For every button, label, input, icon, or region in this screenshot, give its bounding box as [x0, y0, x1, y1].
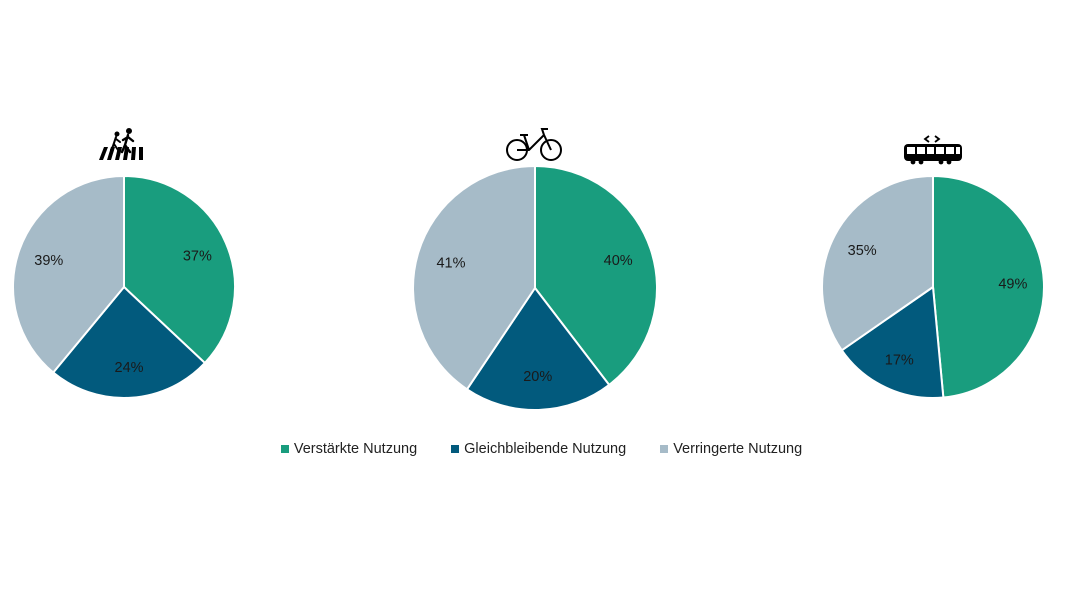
pie-1-label-verringerte: 39%: [34, 253, 63, 269]
legend-swatch-verstaerkte: [280, 445, 289, 453]
pie-3-label-verringerte: 35%: [848, 243, 877, 259]
pie-1-slice-gleichbleibende: [51, 285, 207, 399]
legend-item-verstaerkte-nutzung: Verstärkte Nutzung: [280, 441, 418, 457]
pie-2-slice-gleichbleibende: [465, 286, 611, 411]
pie-1-label-verstaerkte: 37%: [183, 248, 212, 264]
pie-2-slice-verstaerkte: [534, 164, 658, 387]
bicycle-icon: [506, 128, 562, 161]
pie-1-slice-verringerte: [12, 174, 125, 374]
pie-3-slice-verstaerkte: [932, 174, 1045, 399]
pie-3-slice-gleichbleibende: [840, 285, 945, 399]
pie-1-slice-verstaerkte: [123, 174, 236, 365]
legend-label-verstaerkte: Verstärkte Nutzung: [293, 441, 418, 457]
pie-chart-1: 37% 24% 39%: [12, 174, 236, 399]
pedestrian-crossing-icon: [99, 128, 143, 160]
pie-3-label-verstaerkte: 49%: [998, 276, 1027, 292]
tram-icon: [904, 135, 962, 165]
legend-label-gleichbleibende: Gleichbleibende Nutzung: [464, 441, 627, 457]
pie-1-label-gleichbleibende: 24%: [115, 360, 144, 376]
pie-chart-2: 40% 20% 41%: [412, 164, 658, 411]
legend-swatch-verringerte: [660, 445, 669, 453]
pie-3-slice-verringerte: [821, 174, 934, 352]
pie-2-label-gleichbleibende: 20%: [523, 369, 552, 385]
pie-chart-3: 49% 17% 35%: [821, 174, 1045, 399]
pie-2-label-verringerte: 41%: [436, 255, 465, 271]
legend-swatch-gleichbleibende: [451, 445, 460, 453]
legend-label-verringerte: Verringerte Nutzung: [673, 441, 803, 457]
legend-item-verringerte-nutzung: Verringerte Nutzung: [660, 441, 802, 457]
pie-2-slice-verringerte: [412, 164, 536, 391]
chart-legend: Verstärkte Nutzung Gleichbleibende Nutzu…: [0, 441, 1083, 457]
legend-item-gleichbleibende-nutzung: Gleichbleibende Nutzung: [451, 441, 626, 457]
pie-2-label-verstaerkte: 40%: [604, 253, 633, 269]
pie-3-label-gleichbleibende: 17%: [885, 352, 914, 368]
